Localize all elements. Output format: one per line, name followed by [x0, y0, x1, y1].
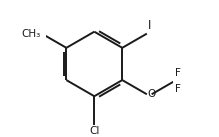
- Text: O: O: [147, 89, 156, 99]
- Text: Cl: Cl: [89, 126, 99, 136]
- Text: I: I: [148, 19, 152, 32]
- Text: F: F: [175, 68, 181, 78]
- Text: CH₃: CH₃: [21, 29, 41, 39]
- Text: F: F: [175, 84, 181, 94]
